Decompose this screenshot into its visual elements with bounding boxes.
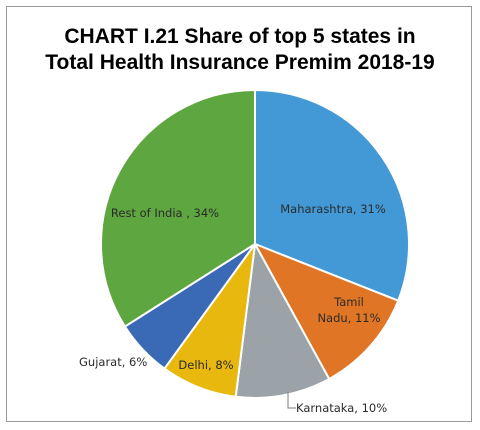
- slice-label-line: Maharashtra, 31%: [280, 202, 386, 216]
- chart-title-line-1: CHART I.21 Share of top 5 states in: [64, 25, 416, 48]
- slice-label-line: Gujarat, 6%: [79, 355, 147, 369]
- slice-label-line: Rest of India , 34%: [111, 206, 219, 220]
- slice-label-line: Delhi, 8%: [178, 358, 233, 372]
- chart-title-line-2: Total Health Insurance Premim 2018-19: [45, 51, 435, 74]
- slice-labels: Maharashtra, 31% Tamil Nadu, 11% Karnataka,…: [79, 202, 387, 415]
- slice-label-rest-of-india: Rest of India , 34%: [111, 206, 219, 220]
- slice-label-line: Tamil: [333, 295, 364, 309]
- chart-title: CHART I.21 Share of top 5 states in Tota…: [0, 24, 480, 76]
- slice-label-gujarat: Gujarat, 6%: [79, 355, 147, 369]
- leader-lines: [287, 392, 296, 409]
- pie-slices: [100, 88, 410, 400]
- slice-label-karnataka: Karnataka, 10%: [296, 401, 387, 415]
- leader-line-karnataka: [287, 392, 296, 409]
- slice-label-tamil-nadu: Tamil Nadu, 11%: [317, 295, 380, 325]
- pie-slice-maharashtra: [254, 88, 410, 302]
- pie-slice-rest-of-india: [100, 88, 256, 328]
- pie-slice-tamil-nadu: [252, 242, 400, 381]
- slice-label-line: Nadu, 11%: [317, 311, 380, 325]
- slice-label-maharashtra: Maharashtra, 31%: [280, 202, 386, 216]
- slice-label-delhi: Delhi, 8%: [178, 358, 233, 372]
- pie-slice-karnataka: [234, 240, 331, 400]
- slice-label-line: Karnataka, 10%: [296, 401, 387, 415]
